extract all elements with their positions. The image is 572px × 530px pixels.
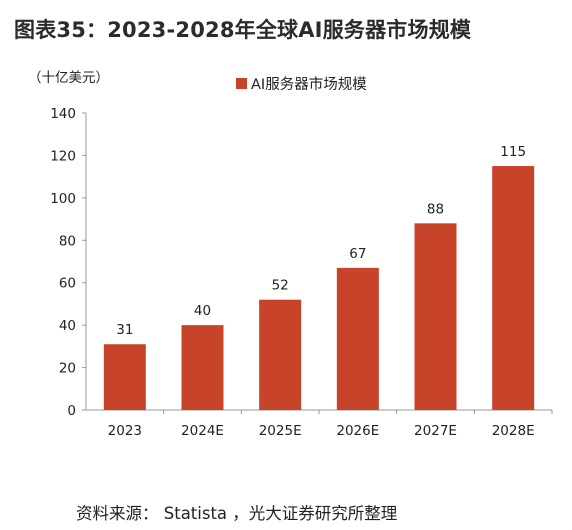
- source-note: 资料来源： Statista ，光大证券研究所整理: [76, 504, 398, 523]
- bar: [181, 325, 224, 410]
- bars: 31 40 52 67 88 115: [103, 144, 535, 410]
- data-label: 67: [349, 246, 366, 262]
- bar: [492, 166, 535, 410]
- data-label: 115: [500, 144, 526, 160]
- x-tick-label: 2025E: [259, 423, 302, 439]
- y-unit-label: （十亿美元）: [28, 70, 109, 86]
- x-tick-label: 2027E: [414, 423, 457, 439]
- bar: [103, 344, 146, 410]
- legend-swatch: [236, 78, 247, 89]
- y-tick-label: 60: [59, 276, 76, 292]
- bar: [336, 267, 379, 410]
- data-label: 88: [427, 201, 444, 217]
- x-tick-label: 2028E: [492, 423, 535, 439]
- data-label: 31: [116, 322, 133, 338]
- page-title: 图表35：2023-2028年全球AI服务器市场规模: [14, 18, 472, 42]
- axes: 0 20 40 60 80 100 120 140 2023 2024E 2025E 2026E 202…: [50, 106, 553, 439]
- y-tick-label: 20: [59, 361, 76, 377]
- legend-label: AI服务器市场规模: [251, 76, 367, 93]
- data-label: 40: [194, 303, 211, 319]
- bar: [259, 299, 302, 410]
- data-label: 52: [272, 278, 289, 294]
- x-tick-label: 2023: [108, 423, 142, 439]
- y-tick-label: 40: [59, 318, 76, 334]
- y-tick-label: 0: [67, 403, 76, 419]
- y-tick-label: 80: [59, 233, 76, 249]
- x-tick-label: 2026E: [336, 423, 379, 439]
- x-tick-label: 2024E: [181, 423, 224, 439]
- y-tick-label: 100: [50, 191, 76, 207]
- y-tick-label: 120: [50, 148, 76, 164]
- bar: [414, 223, 457, 410]
- y-tick-label: 140: [50, 106, 76, 122]
